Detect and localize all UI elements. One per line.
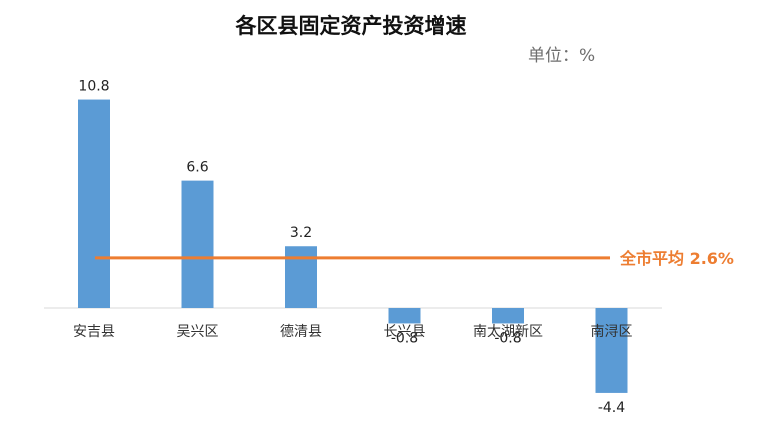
bar-1 [181, 180, 214, 308]
bar-3 [388, 308, 421, 324]
value-labels-group: 10.8 6.6 3.2 -0.8 -0.8 -4.4 [78, 79, 625, 416]
category-label-1: 吴兴区 [177, 324, 219, 340]
bar-4 [492, 308, 524, 324]
value-label-5: -4.4 [598, 400, 625, 416]
bar-2 [285, 246, 317, 308]
value-label-3: -0.8 [391, 330, 418, 346]
category-label-0: 安吉县 [73, 324, 115, 340]
value-label-2: 3.2 [290, 225, 312, 241]
chart-title: 各区县固定资产投资增速 [235, 14, 467, 38]
category-labels-group: 安吉县 吴兴区 德清县 长兴县 南太湖新区 南浔区 [73, 324, 633, 340]
category-label-5: 南浔区 [591, 324, 633, 340]
bars-group [78, 99, 628, 393]
bar-5 [595, 308, 628, 393]
unit-label: 单位：% [528, 46, 595, 66]
category-label-4: 南太湖新区 [473, 324, 543, 340]
bar-0 [78, 99, 110, 308]
value-label-4: -0.8 [494, 330, 521, 346]
category-label-2: 德清县 [280, 324, 322, 340]
average-label: 全市平均 2.6% [619, 249, 734, 268]
value-label-1: 6.6 [186, 160, 208, 176]
value-label-0: 10.8 [78, 79, 109, 95]
category-label-3: 长兴县 [384, 324, 426, 340]
